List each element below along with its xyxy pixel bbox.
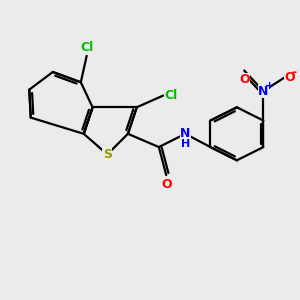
Text: S: S [103,148,112,161]
Text: O: O [239,74,250,86]
Text: Cl: Cl [80,41,93,54]
Text: Cl: Cl [165,89,178,102]
Text: +: + [265,81,274,91]
Text: N: N [180,127,190,140]
Text: O: O [161,178,172,191]
Text: N: N [258,85,268,98]
Text: -: - [292,66,297,79]
Text: O: O [285,71,295,84]
Text: H: H [181,139,190,149]
